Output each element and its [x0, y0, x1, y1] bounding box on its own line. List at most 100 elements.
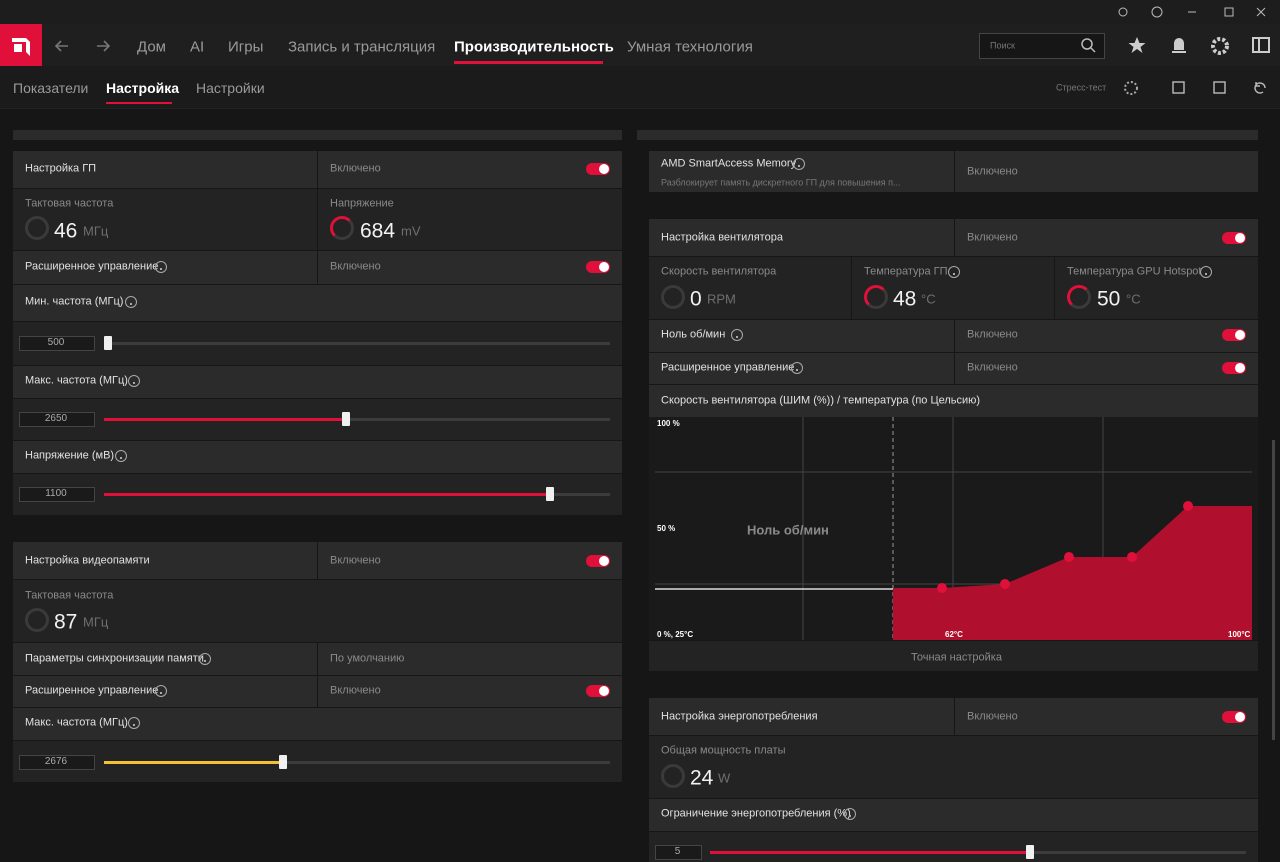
logo-glyph: [12, 38, 30, 56]
slider-fill: [104, 493, 550, 496]
row-label: Расширенное управление: [661, 361, 795, 374]
panel-cell: [318, 676, 622, 707]
fan-curve-chart[interactable]: [649, 417, 1258, 640]
metric-unit: °C: [921, 291, 936, 307]
tab[interactable]: Настройки: [196, 80, 265, 96]
search-placeholder[interactable]: Поиск: [990, 40, 1015, 51]
section-title: Настройка видеопамяти: [25, 554, 150, 567]
toolbar-icons[interactable]: [1115, 0, 1280, 66]
value-box[interactable]: [655, 845, 702, 860]
toggle[interactable]: [586, 261, 610, 273]
nav-item[interactable]: AI: [190, 38, 205, 56]
state: Включено: [967, 710, 1018, 723]
state: Включено: [967, 328, 1018, 341]
metric-value: 48: [893, 287, 917, 311]
slider-thumb[interactable]: [104, 336, 112, 350]
metric-label: Общая мощность платы: [661, 744, 786, 757]
tab[interactable]: Показатели: [13, 80, 89, 96]
fine-tune-button[interactable]: Точная настройка: [911, 651, 1002, 664]
toggle[interactable]: [1222, 362, 1246, 374]
value-box[interactable]: [19, 487, 95, 502]
nav-item[interactable]: Запись и трансляция: [288, 38, 436, 56]
gauge: [330, 216, 354, 240]
panel-cell: [649, 698, 954, 735]
nav-item[interactable]: Игры: [228, 38, 264, 56]
panel-cell: [318, 251, 622, 284]
panel-cell: [649, 832, 1258, 862]
help-icon[interactable]: [793, 158, 805, 170]
slider-thumb[interactable]: [1026, 845, 1034, 859]
search-box[interactable]: [979, 33, 1105, 59]
metric-unit: W: [718, 770, 731, 786]
help-icon[interactable]: [125, 296, 137, 308]
help-icon[interactable]: [128, 375, 140, 387]
slider-thumb[interactable]: [279, 755, 287, 769]
help-icon[interactable]: [791, 362, 803, 374]
help-icon[interactable]: [948, 266, 960, 278]
toggle[interactable]: [1222, 329, 1246, 341]
slider-value[interactable]: 5: [674, 846, 681, 857]
row-label: Мин. частота (МГц): [25, 295, 124, 308]
metric-value: 684: [360, 219, 396, 243]
description: Разблокирует память дискретного ГП для п…: [661, 177, 901, 188]
help-icon[interactable]: [115, 450, 127, 462]
slider-track: [104, 418, 610, 421]
stress-test[interactable]: Стресс-тест: [1056, 82, 1107, 93]
panel-cell: [649, 799, 1258, 831]
gauge: [661, 285, 685, 309]
slider-fill: [710, 851, 1030, 854]
metric-label: Тактовая частота: [25, 589, 114, 602]
curve-area: [893, 506, 1252, 640]
help-icon[interactable]: [155, 685, 167, 697]
toggle[interactable]: [586, 555, 610, 567]
nav-arrows[interactable]: [50, 36, 120, 56]
curve-points[interactable]: [937, 501, 1193, 593]
section-title: AMD SmartAccess Memory: [661, 157, 797, 170]
value-box[interactable]: [19, 412, 95, 427]
dropdown-value[interactable]: По умолчанию: [330, 652, 405, 665]
slider-value[interactable]: 1100: [45, 488, 67, 499]
slider-thumb[interactable]: [342, 412, 350, 426]
toggle[interactable]: [586, 685, 610, 697]
slider-value[interactable]: 500: [47, 337, 65, 348]
help-icon[interactable]: [155, 261, 167, 273]
toggle[interactable]: [586, 163, 610, 175]
slider-fill: [104, 761, 283, 764]
help-icon[interactable]: [731, 329, 743, 341]
panel-cell: [13, 708, 622, 740]
panel-cell: [13, 285, 622, 321]
sub-nav-bar: [0, 66, 1280, 109]
help-icon[interactable]: [844, 808, 856, 820]
value-box[interactable]: [19, 336, 95, 351]
subnav-icons[interactable]: [1120, 78, 1270, 98]
scrollbar[interactable]: [1272, 440, 1275, 740]
metric-value: 87: [54, 610, 78, 634]
metric-label: Температура ГП: [864, 265, 948, 278]
help-icon[interactable]: [1200, 266, 1212, 278]
toggle[interactable]: [1222, 711, 1246, 723]
amd-logo[interactable]: [0, 24, 42, 66]
row-label: Расширенное управление: [25, 684, 159, 697]
nav-item[interactable]: Дом: [137, 38, 166, 56]
panel-cell: [13, 542, 317, 579]
slider-value[interactable]: 2676: [44, 756, 68, 767]
help-icon[interactable]: [128, 717, 140, 729]
row-label: Макс. частота (МГц): [25, 374, 128, 387]
tab-active[interactable]: Настройка: [106, 80, 180, 96]
metric-value: 24: [690, 766, 714, 790]
help-icon[interactable]: [199, 653, 211, 665]
slider-value[interactable]: 2650: [44, 413, 68, 424]
panel-cell: [318, 542, 622, 579]
nav-item-active[interactable]: Производительность: [454, 38, 614, 56]
slider-thumb[interactable]: [546, 487, 554, 501]
state: Включено: [967, 231, 1018, 244]
panel-cell: [649, 219, 954, 256]
metric-value: 46: [54, 219, 78, 243]
metric-unit: mV: [401, 223, 421, 239]
toggle[interactable]: [1222, 232, 1246, 244]
panel-cell: [649, 151, 954, 192]
axis-label: 0 %, 25°C: [657, 630, 694, 639]
value-box[interactable]: [19, 755, 95, 770]
nav-item[interactable]: Умная технология: [627, 38, 753, 56]
